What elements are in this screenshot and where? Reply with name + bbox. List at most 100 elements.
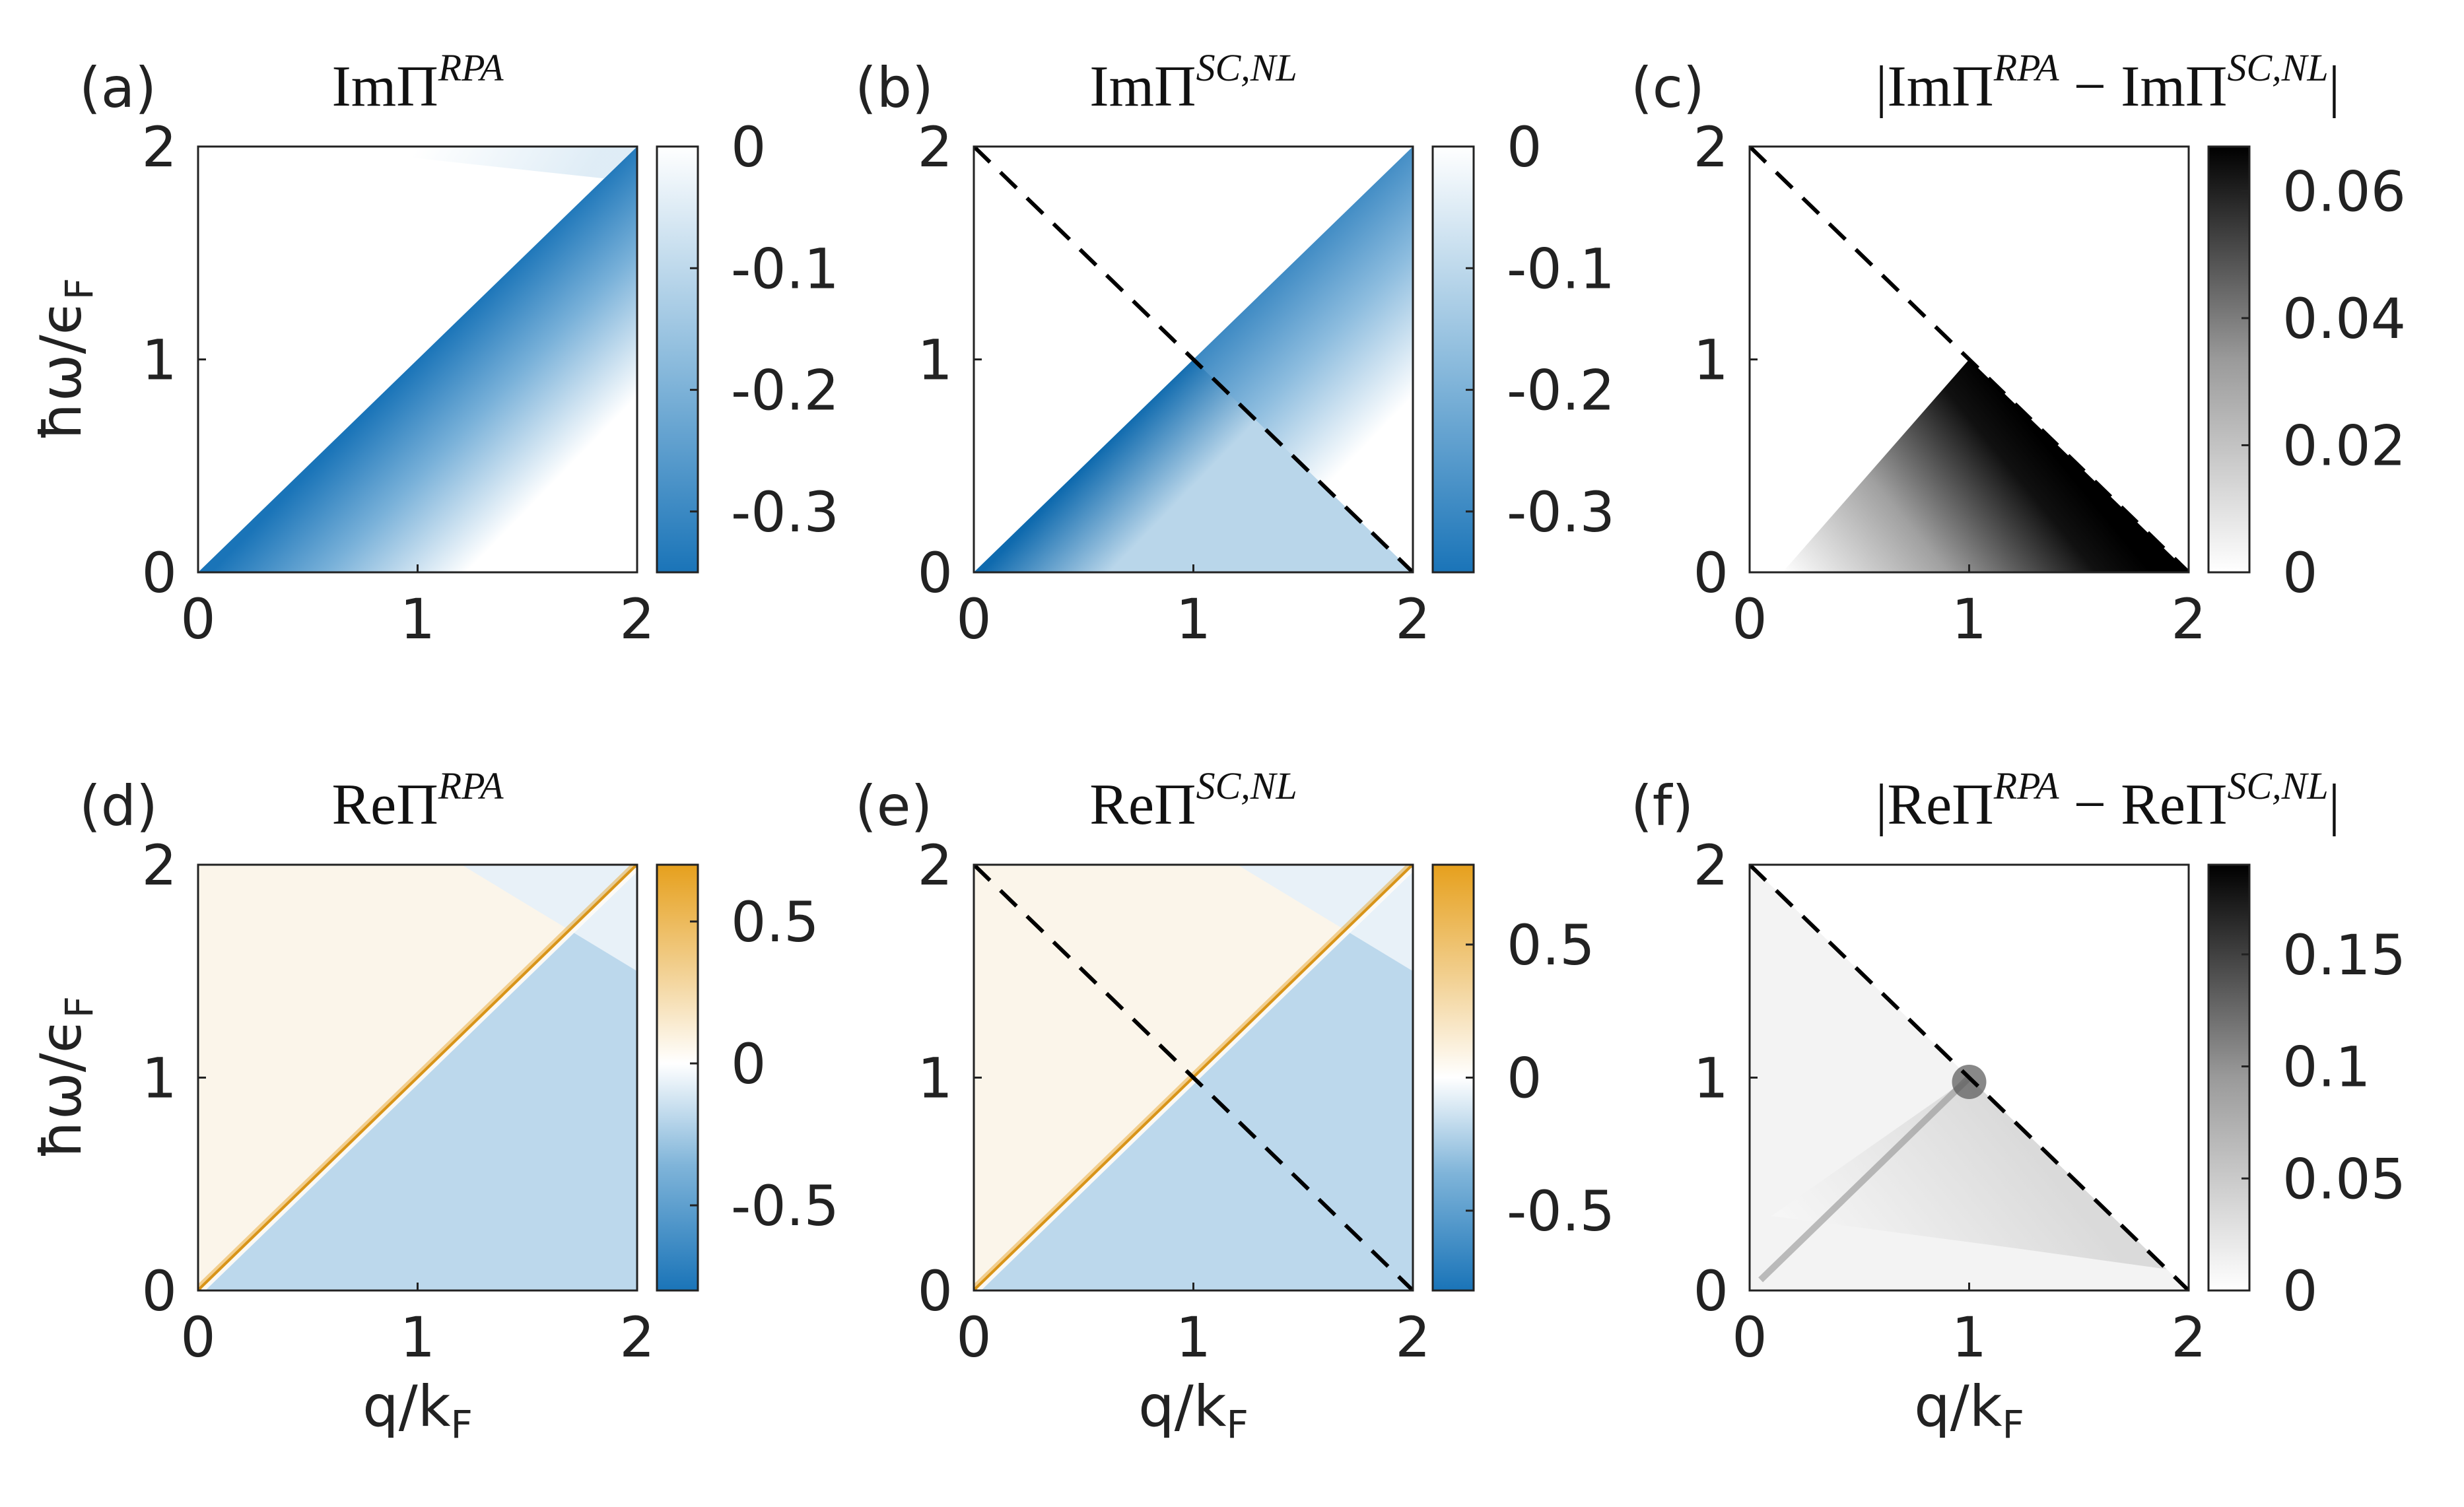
colorbar-tick-label: -0.5 (731, 1174, 839, 1238)
y-axis-label: ħω/ϵF (28, 278, 102, 441)
colorbar-tick-label: -0.1 (1507, 236, 1615, 301)
x-tick-label: 1 (1176, 587, 1211, 652)
panel-label: (c) (1631, 55, 1705, 120)
y-tick-label: 1 (1694, 328, 1728, 393)
colorbar-tick-label: 0 (1507, 1046, 1542, 1111)
x-axis-label: q/kF (1914, 1374, 2024, 1447)
y-tick-label: 0 (918, 1259, 953, 1323)
x-tick-label: 2 (1395, 1305, 1430, 1370)
y-tick-label: 1 (142, 328, 177, 393)
colorbar (656, 145, 699, 574)
panel-label: (f) (1631, 774, 1694, 838)
colorbar-tick-label: 0 (731, 115, 766, 180)
colorbar-tick-label: -0.2 (731, 358, 839, 423)
colorbar-tick-label: 0.04 (2282, 286, 2406, 351)
colorbar (2207, 145, 2251, 574)
panel-title: |ReΠRPA − ReΠSC,NL| (1876, 764, 2340, 837)
panel-title: ReΠRPA (331, 764, 504, 837)
x-tick-label: 2 (2171, 587, 2206, 652)
heatmap-field (974, 865, 1413, 1290)
heatmap-field (1750, 147, 2189, 572)
difference-shade (1771, 1077, 2167, 1269)
colorbar-tick-label: 0.15 (2282, 923, 2406, 988)
dashed-line (974, 865, 1413, 1290)
colorbar-tick-label: 0 (731, 1032, 766, 1096)
panel-title: ImΠRPA (331, 46, 504, 119)
colorbar-tick-label: 0 (2282, 541, 2317, 605)
panel-d: 0 1 2 0 1 2 0.5 0 -0.5 (d) ReΠRPA q/kF ħω/ϵF (28, 764, 839, 1447)
y-tick-label: 0 (142, 541, 177, 605)
panel-title: |ImΠRPA − ImΠSC,NL| (1876, 46, 2340, 119)
x-axis-label: q/kF (1138, 1374, 1249, 1447)
heatmap-field (1750, 865, 2189, 1290)
difference-peak (1952, 1064, 1987, 1099)
colorbar-tick-label: 0.5 (731, 890, 819, 954)
panel-e: 0 1 2 0 1 2 0.5 0 -0.5 (e) ReΠSC,NL q/kF (855, 764, 1615, 1447)
x-tick-label: 0 (956, 1305, 991, 1370)
colorbar-tick-label: -0.3 (731, 480, 839, 545)
panel-label: (b) (855, 55, 934, 120)
panel-label: (d) (79, 774, 158, 838)
y-tick-label: 2 (918, 115, 953, 180)
x-tick-label: 0 (1732, 1305, 1767, 1370)
y-tick-label: 2 (1694, 115, 1728, 180)
y-tick-label: 2 (1694, 833, 1728, 898)
colorbar-tick-label: -0.1 (731, 236, 839, 301)
x-tick-label: 0 (1732, 587, 1767, 652)
strong-absorption-region (974, 359, 1413, 572)
difference-ridge (1758, 1075, 1971, 1283)
colorbar (656, 863, 699, 1292)
upper-tint (1237, 865, 1413, 972)
colorbar-tick-label: 0.06 (2282, 159, 2406, 224)
upper-tint (308, 147, 637, 179)
resonance-line (198, 865, 637, 1290)
y-tick-label: 2 (142, 833, 177, 898)
colorbar-tick-label: 0.02 (2282, 413, 2406, 478)
panel-title: ImΠSC,NL (1089, 46, 1297, 119)
heatmap-field (198, 865, 637, 1290)
dashed-line (1750, 147, 2189, 572)
heatmap-field (198, 147, 637, 572)
x-tick-label: 0 (956, 587, 991, 652)
y-tick-label: 1 (1694, 1046, 1728, 1111)
dashed-line (974, 147, 1413, 572)
x-tick-label: 1 (1176, 1305, 1211, 1370)
x-tick-label: 2 (2171, 1305, 2206, 1370)
panel-label: (a) (79, 55, 156, 120)
y-axis-label: ħω/ϵF (28, 996, 102, 1159)
x-tick-label: 0 (180, 1305, 215, 1370)
panel-title: ReΠSC,NL (1089, 764, 1297, 837)
x-tick-label: 2 (619, 587, 654, 652)
x-tick-label: 1 (400, 587, 435, 652)
y-tick-label: 0 (1694, 541, 1728, 605)
x-tick-label: 1 (1952, 1305, 1987, 1370)
y-tick-label: 0 (142, 1259, 177, 1323)
colorbar-tick-label: 0 (1507, 115, 1542, 180)
panel-f: 0 1 2 0 1 2 0 0.05 0.1 0.15 (f) |ReΠRPA − ReΠSC,NL|… (1631, 764, 2406, 1447)
x-tick-label: 2 (1395, 587, 1430, 652)
panel-label: (e) (855, 774, 932, 838)
difference-region (1782, 359, 2189, 572)
panel-a: 0 1 2 0 1 2 0 -0.1 -0.2 -0.3 (a) ImΠRPA ħω/ϵF (28, 46, 839, 652)
x-tick-label: 1 (1952, 587, 1987, 652)
colorbar (2207, 863, 2251, 1292)
dashed-line (1750, 865, 2189, 1290)
x-tick-label: 1 (400, 1305, 435, 1370)
colorbar-tick-label: -0.2 (1507, 358, 1615, 423)
colorbar-tick-label: 0.1 (2282, 1035, 2371, 1100)
colorbar-tick-label: 0 (2282, 1259, 2317, 1323)
colorbar-tick-label: -0.3 (1507, 480, 1615, 545)
x-tick-label: 2 (619, 1305, 654, 1370)
upper-tint (462, 865, 637, 972)
y-tick-label: 0 (918, 541, 953, 605)
resonance-edge (201, 867, 637, 1290)
x-tick-label: 0 (180, 587, 215, 652)
colorbar-tick-label: 0.05 (2282, 1147, 2406, 1211)
colorbar-tick-label: -0.5 (1507, 1179, 1615, 1244)
panel-b: 0 1 2 0 1 2 0 -0.1 -0.2 -0.3 (b) ImΠSC,NL (855, 46, 1615, 652)
x-axis-label: q/kF (362, 1374, 473, 1447)
y-tick-label: 1 (918, 328, 953, 393)
heatmap-field (974, 147, 1413, 572)
y-tick-label: 2 (918, 833, 953, 898)
